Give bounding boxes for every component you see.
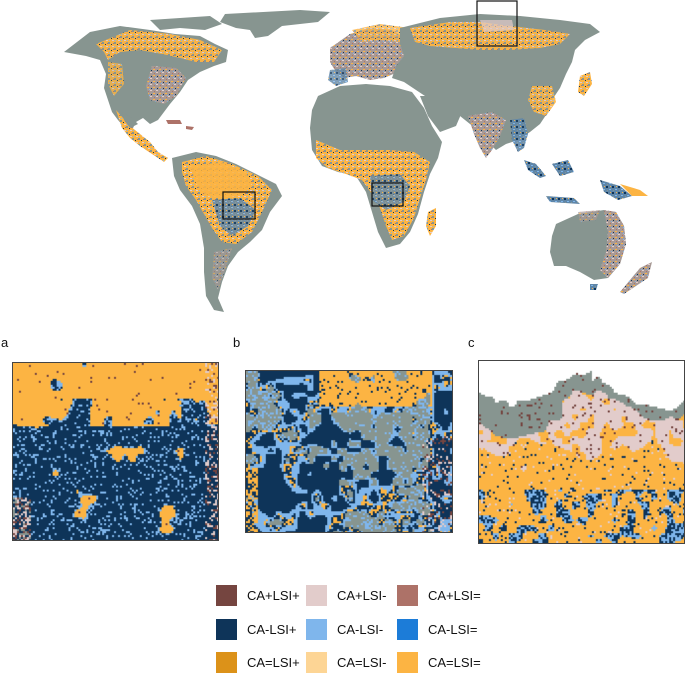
- legend-item: CA+LSI+: [216, 584, 300, 606]
- india: [468, 112, 506, 158]
- legend-swatch: [306, 618, 327, 640]
- legend-label: CA=LSI-: [337, 654, 387, 670]
- legend-swatch: [397, 651, 418, 673]
- legend-swatch: [397, 618, 418, 640]
- legend-item: CA+LSI-: [306, 584, 387, 606]
- inset-box-b: [371, 182, 404, 207]
- legend-swatch: [216, 584, 237, 606]
- greenland: [220, 10, 330, 38]
- legend-label: CA+LSI-: [337, 587, 387, 603]
- central-america: [116, 110, 168, 162]
- legend-label: CA=LSI+: [247, 654, 300, 670]
- panel-b-map: [245, 370, 453, 533]
- legend-item: CA=LSI+: [216, 651, 300, 673]
- legend-label: CA=LSI=: [428, 654, 481, 670]
- legend-swatch: [397, 584, 418, 606]
- legend-swatch: [306, 584, 327, 606]
- legend-item: CA-LSI+: [216, 618, 297, 640]
- panel-label-c: c: [468, 335, 475, 350]
- legend-swatch: [216, 618, 237, 640]
- legend-label: CA+LSI+: [247, 587, 300, 603]
- world-map: [64, 0, 652, 312]
- inset-box-c: [476, 0, 518, 47]
- panel-label-a: a: [1, 335, 9, 350]
- panel-label-b: b: [233, 335, 241, 350]
- legend-label: CA+LSI=: [428, 587, 481, 603]
- legend-label: CA-LSI+: [247, 621, 297, 637]
- inset-box-a: [222, 191, 256, 220]
- legend-item: CA=LSI-: [306, 651, 387, 673]
- legend-label: CA-LSI=: [428, 621, 478, 637]
- legend-item: CA-LSI-: [306, 618, 383, 640]
- panel-c-map: [478, 360, 685, 544]
- legend-item: CA-LSI=: [397, 618, 478, 640]
- legend-item: CA=LSI=: [397, 651, 481, 673]
- legend-item: CA+LSI=: [397, 584, 481, 606]
- legend-label: CA-LSI-: [337, 621, 384, 637]
- panel-a-map: [12, 362, 219, 541]
- asia: [392, 14, 600, 150]
- legend-swatch: [216, 651, 237, 673]
- legend-swatch: [306, 651, 327, 673]
